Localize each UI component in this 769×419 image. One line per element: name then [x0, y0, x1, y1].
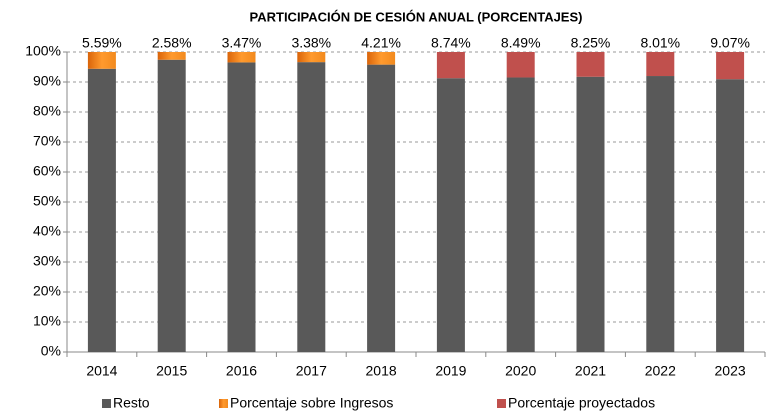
y-tick-label: 30%	[33, 253, 61, 269]
bar-segment	[576, 76, 605, 352]
x-tick-label: 2016	[226, 363, 257, 379]
x-tick-label: 2021	[575, 363, 606, 379]
data-label: 9.07%	[710, 35, 750, 51]
bar-segment	[297, 52, 326, 63]
x-tick-label: 2023	[715, 363, 746, 379]
bar-segment	[506, 77, 535, 352]
legend-swatch	[497, 399, 506, 408]
y-tick-label: 70%	[33, 133, 61, 149]
x-tick-label: 2015	[156, 363, 187, 379]
legend-swatch	[219, 399, 228, 408]
bar-segment	[157, 59, 186, 353]
x-tick-label: 2019	[435, 363, 466, 379]
data-label: 2.58%	[152, 35, 192, 51]
x-tick-label: 2014	[86, 363, 117, 379]
bar-segment	[646, 76, 675, 352]
y-tick-label: 90%	[33, 73, 61, 89]
data-label: 8.01%	[640, 35, 680, 51]
bar-segment	[576, 52, 605, 77]
legend-label: Resto	[113, 395, 150, 411]
legend-swatch	[102, 399, 111, 408]
legend-label: Porcentaje proyectados	[508, 395, 655, 411]
bar-segment	[367, 64, 396, 352]
y-tick-label: 50%	[33, 193, 61, 209]
y-tick-label: 20%	[33, 283, 61, 299]
data-label: 5.59%	[82, 35, 122, 51]
data-label: 3.47%	[222, 35, 262, 51]
y-tick-label: 60%	[33, 163, 61, 179]
data-label: 8.25%	[571, 35, 611, 51]
y-tick-label: 0%	[41, 343, 61, 359]
x-tick-label: 2020	[505, 363, 536, 379]
chart-title: PARTICIPACIÓN DE CESIÓN ANUAL (PORCENTAJ…	[250, 9, 583, 24]
bar-segment	[436, 52, 465, 79]
bar-segment	[157, 52, 186, 60]
bar-segment	[646, 52, 675, 77]
data-label: 8.74%	[431, 35, 471, 51]
bar-segment	[506, 52, 535, 78]
data-label: 4.21%	[361, 35, 401, 51]
bar-segment	[227, 52, 256, 63]
y-tick-label: 40%	[33, 223, 61, 239]
data-label: 8.49%	[501, 35, 541, 51]
y-tick-label: 10%	[33, 313, 61, 329]
y-tick-label: 100%	[25, 43, 61, 59]
x-tick-label: 2022	[645, 363, 676, 379]
bar-segment	[436, 78, 465, 352]
bar-segment	[227, 62, 256, 352]
legend-label: Porcentaje sobre Ingresos	[230, 395, 393, 411]
x-tick-label: 2018	[366, 363, 397, 379]
y-tick-label: 80%	[33, 103, 61, 119]
bar-segment	[87, 52, 116, 69]
bar-segment	[716, 79, 745, 353]
bar-segment	[367, 52, 396, 65]
bar-segment	[716, 52, 745, 80]
bar-segment	[297, 62, 326, 352]
x-tick-label: 2017	[296, 363, 327, 379]
data-label: 3.38%	[291, 35, 331, 51]
bar-segment	[87, 68, 116, 353]
